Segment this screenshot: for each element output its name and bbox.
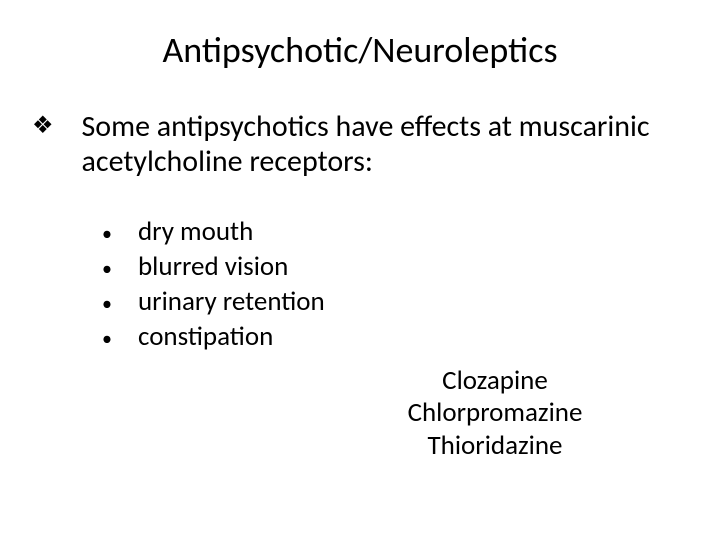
drug-item: Clozapine bbox=[380, 365, 610, 397]
slide-title: Antipsychotic/Neuroleptics bbox=[40, 28, 680, 72]
dot-bullet-icon: • bbox=[102, 257, 138, 281]
dot-bullet-icon: • bbox=[102, 292, 138, 316]
effect-label: dry mouth bbox=[138, 215, 253, 248]
list-item: • constipation bbox=[102, 320, 680, 353]
effect-label: blurred vision bbox=[138, 250, 288, 283]
effect-label: urinary retention bbox=[138, 285, 325, 318]
effects-list: • dry mouth • blurred vision • urinary r… bbox=[102, 215, 680, 353]
drug-item: Chlorpromazine bbox=[380, 397, 610, 429]
dot-bullet-icon: • bbox=[102, 327, 138, 351]
list-item: • urinary retention bbox=[102, 285, 680, 318]
drugs-list: Clozapine Chlorpromazine Thioridazine bbox=[380, 365, 680, 462]
intro-text: Some antipsychotics have effects at musc… bbox=[82, 110, 680, 179]
intro-row: ❖ Some antipsychotics have effects at mu… bbox=[40, 110, 680, 179]
drug-item: Thioridazine bbox=[380, 430, 610, 462]
list-item: • blurred vision bbox=[102, 250, 680, 283]
slide-container: Antipsychotic/Neuroleptics ❖ Some antips… bbox=[0, 0, 720, 540]
dot-bullet-icon: • bbox=[102, 222, 138, 246]
diamond-bullet-icon: ❖ bbox=[32, 112, 54, 141]
effect-label: constipation bbox=[138, 320, 273, 353]
list-item: • dry mouth bbox=[102, 215, 680, 248]
